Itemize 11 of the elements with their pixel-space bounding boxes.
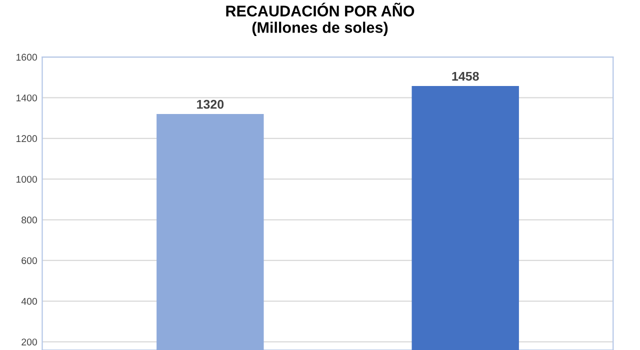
y-tick-label: 800 [22, 216, 37, 224]
y-tick-label: 200 [22, 338, 37, 346]
y-tick-label: 600 [22, 257, 37, 264]
y-tick-label: 1000 [16, 176, 37, 183]
y-tick-label: 1400 [16, 94, 37, 102]
y-tick-label: 400 [21, 298, 37, 305]
chart-title: RECAUDACIÓN POR AÑO (Millones de soles) [226, 2, 414, 36]
y-tick-label: 1600 [16, 54, 37, 61]
y-tick-label: 1200 [16, 135, 37, 142]
data-label: 1320 [197, 100, 224, 109]
data-label: 1458 [452, 72, 479, 81]
